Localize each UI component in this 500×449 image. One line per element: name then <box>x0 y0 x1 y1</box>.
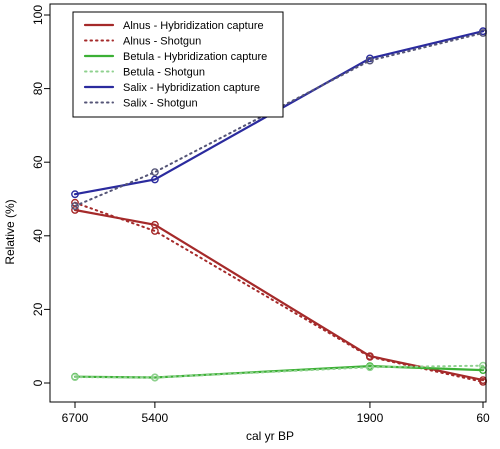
series-line-alnus-shotgun <box>74 201 484 383</box>
x-axis-title: cal yr BP <box>246 429 294 443</box>
legend-box <box>72 11 284 118</box>
x-tick-label: 6700 <box>62 411 89 425</box>
data-point <box>71 202 79 210</box>
x-tick-label: 60 <box>476 411 490 425</box>
legend-label: Alnus - Shotgun <box>123 36 201 48</box>
x-tick-label: 1900 <box>357 411 384 425</box>
series-line-salix-shotgun <box>74 32 484 207</box>
legend-label: Betula - Hybridization capture <box>123 51 267 63</box>
legend-label: Alnus - Hybridization capture <box>123 20 264 32</box>
y-tick-label: 0 <box>31 379 45 386</box>
y-axis-title: Relative (%) <box>3 199 17 264</box>
data-point <box>71 373 79 381</box>
legend-label: Salix - Hybridization capture <box>123 82 260 94</box>
y-tick-label: 40 <box>31 229 45 243</box>
data-point <box>71 190 79 199</box>
series-line-salix-hybridization-capture <box>73 30 485 196</box>
y-tick-label: 100 <box>31 5 45 25</box>
y-tick-label: 20 <box>31 302 45 316</box>
plot-area <box>71 27 487 386</box>
y-tick-label: 80 <box>31 82 45 96</box>
y-tick-label: 60 <box>31 155 45 169</box>
series-line-betula-shotgun <box>74 364 484 379</box>
legend-label: Salix - Shotgun <box>123 98 198 110</box>
data-point <box>150 373 159 382</box>
x-tick-label: 5400 <box>142 411 169 425</box>
axes: 0 20 40 60 80 100 6700 5400 1900 60 <box>31 3 490 425</box>
data-point <box>150 168 159 177</box>
data-point <box>365 56 374 65</box>
series-line-alnus-hybridization-capture <box>73 208 485 382</box>
data-point <box>150 175 159 184</box>
plot-frame <box>49 3 487 403</box>
data-point <box>365 352 374 361</box>
data-point <box>365 363 374 372</box>
legend-label: Betula - Shotgun <box>123 67 205 79</box>
data-point <box>150 227 159 235</box>
legend: Alnus - Hybridization capture Alnus - Sho… <box>72 11 284 118</box>
